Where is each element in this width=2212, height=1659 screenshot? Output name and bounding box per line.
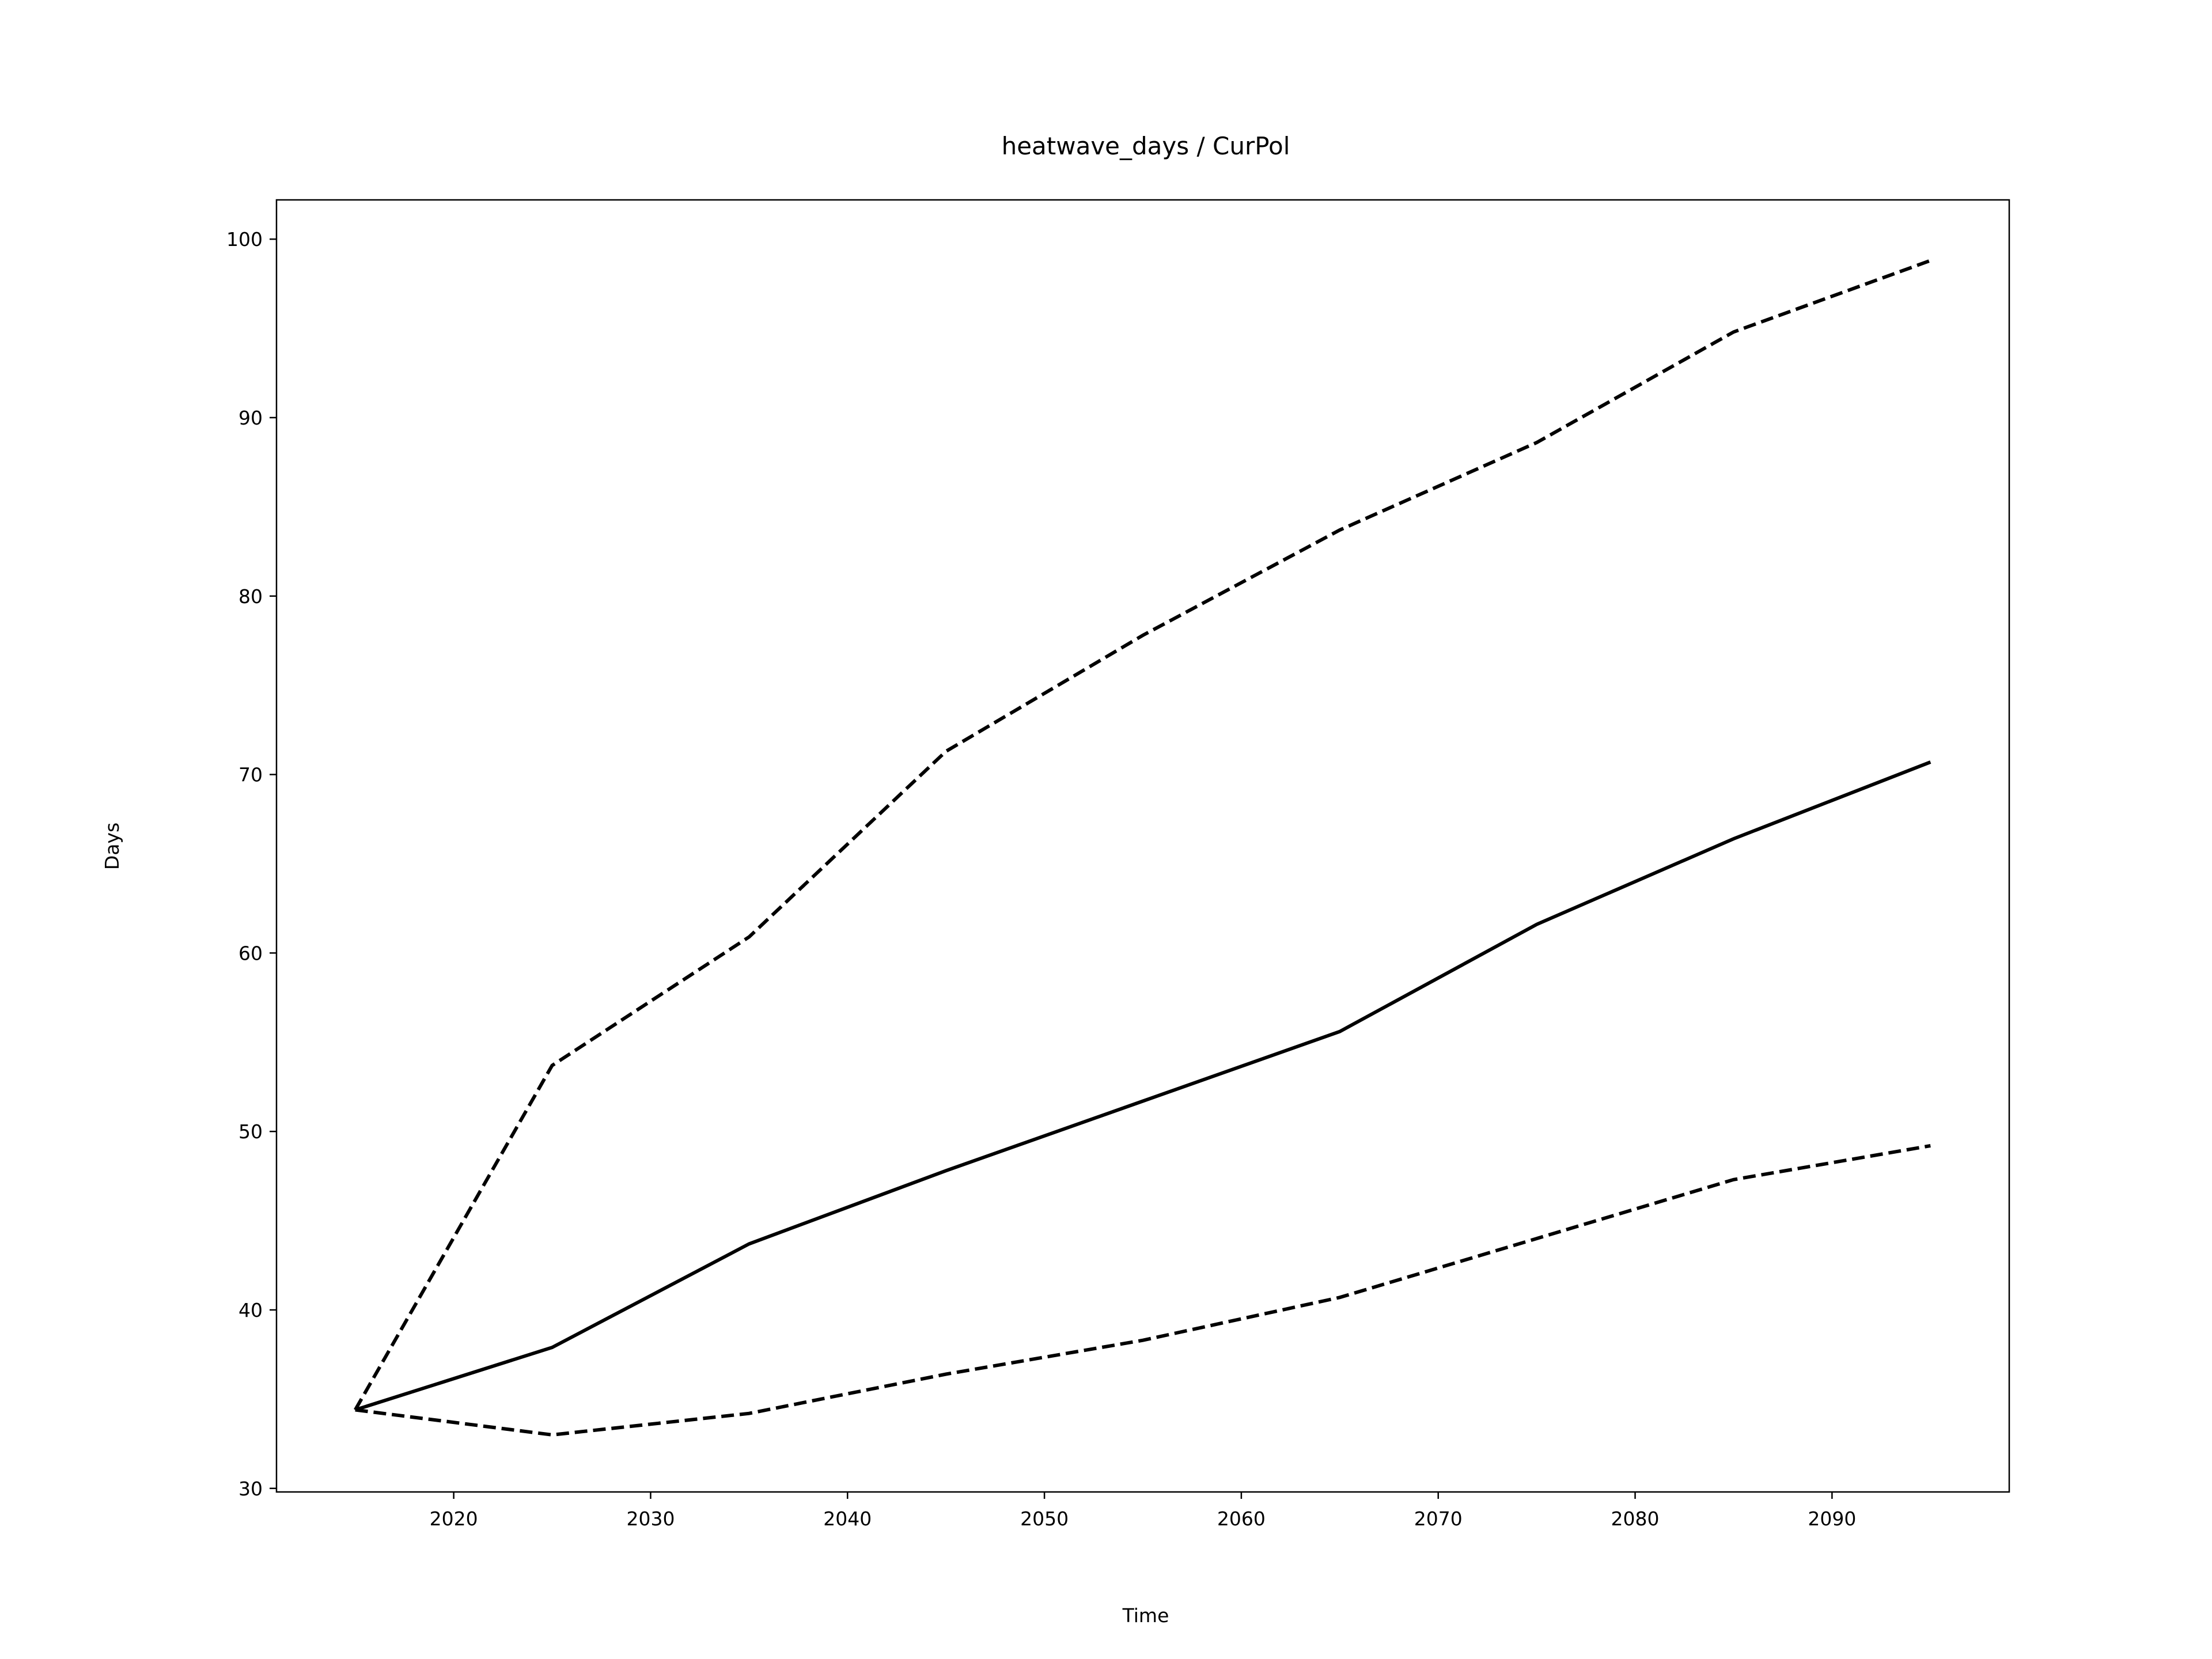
y-tick-label: 60 [238, 942, 263, 964]
series-group [354, 259, 1931, 1437]
x-axis-label: Time [1122, 1604, 1169, 1627]
y-axis: 30 40 50 60 70 80 90 100 [226, 228, 276, 1500]
y-tick-label: 80 [238, 585, 263, 608]
x-tick-label: 2090 [1808, 1508, 1856, 1530]
x-axis: 2020 2030 2040 2050 2060 2070 2080 2090 [430, 1492, 1856, 1530]
series-line-1 [354, 760, 1931, 1412]
y-tick-label: 50 [238, 1120, 263, 1143]
y-tick-label: 70 [238, 764, 263, 786]
x-tick-label: 2020 [430, 1508, 478, 1530]
chart-title: heatwave_days / CurPol [1002, 132, 1290, 160]
x-tick-label: 2050 [1020, 1508, 1069, 1530]
plot-area [275, 199, 2010, 1493]
y-axis-label: Days [101, 823, 123, 870]
x-tick-label: 2070 [1414, 1508, 1463, 1530]
y-tick-label: 40 [238, 1299, 263, 1321]
x-tick-label: 2080 [1611, 1508, 1660, 1530]
series-line-2 [354, 259, 1931, 1411]
x-tick-label: 2030 [626, 1508, 675, 1530]
series-line-3 [355, 1144, 1931, 1437]
x-tick-label: 2040 [823, 1508, 872, 1530]
y-tick-label: 90 [238, 407, 263, 429]
y-tick-label: 100 [226, 228, 263, 251]
x-tick-label: 2060 [1217, 1508, 1266, 1530]
y-tick-label: 30 [238, 1478, 263, 1500]
